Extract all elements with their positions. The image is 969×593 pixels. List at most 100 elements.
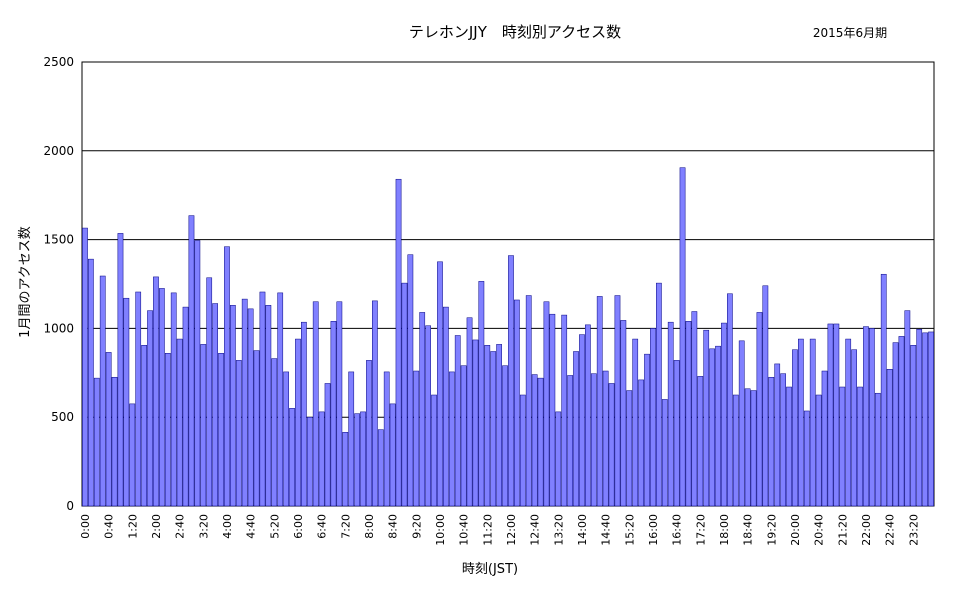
x-tick-label: 17:20 (694, 514, 707, 546)
bar (478, 281, 485, 507)
bar (484, 345, 491, 507)
bar (153, 276, 159, 507)
bar (283, 371, 289, 507)
y-tick-label: 0 (66, 499, 74, 513)
x-tick-label: 1:20 (126, 514, 139, 539)
bar (715, 345, 721, 507)
bar (389, 403, 396, 507)
bar (922, 332, 928, 507)
bar (431, 394, 437, 507)
x-tick-label: 5:20 (268, 514, 281, 539)
bar (395, 178, 402, 507)
x-tick-label: 9:20 (410, 514, 423, 539)
bar (549, 313, 556, 507)
x-tick-label: 2:00 (150, 514, 163, 539)
bar (170, 292, 177, 507)
bar (437, 261, 443, 507)
bar (910, 345, 917, 507)
bar (194, 240, 201, 507)
y-tick-label: 1000 (43, 321, 74, 335)
bar (727, 293, 733, 507)
y-tick-label: 2500 (43, 55, 74, 69)
bar (709, 348, 715, 507)
bar (330, 321, 337, 507)
bar (732, 394, 739, 507)
bar (833, 323, 840, 507)
bar (738, 340, 745, 507)
bar (259, 291, 266, 507)
bar (561, 314, 568, 507)
x-tick-label: 6:40 (316, 514, 329, 539)
x-tick-label: 16:00 (647, 514, 660, 546)
bar (650, 328, 656, 507)
bar (803, 410, 810, 507)
bar (857, 386, 863, 507)
bar (206, 277, 213, 507)
x-tick-label: 13:20 (552, 514, 565, 546)
bar (845, 338, 852, 507)
bar (644, 353, 650, 507)
bar (324, 383, 331, 507)
bar (413, 370, 420, 507)
bar (780, 373, 786, 507)
bar (869, 328, 875, 507)
bar (472, 339, 479, 507)
bar (360, 411, 366, 507)
bar (762, 285, 769, 507)
x-tick-label: 11:20 (481, 514, 494, 546)
x-axis-ticks: 0:00 0:40 1:20 2:00 2:40 3:20 4:00 4:40 5:20 6:00… (79, 514, 920, 546)
bar (750, 390, 757, 507)
bar (863, 326, 869, 507)
x-tick-label: 22:40 (884, 514, 897, 546)
x-tick-label: 20:00 (789, 514, 802, 546)
x-tick-label: 15:20 (623, 514, 636, 546)
x-tick-label: 3:20 (197, 514, 210, 539)
bar (667, 321, 674, 507)
bar (928, 331, 934, 507)
bar (916, 329, 923, 507)
bar (661, 399, 668, 507)
bar (809, 338, 816, 507)
bar (253, 350, 260, 507)
bar (798, 338, 804, 507)
bar (537, 377, 544, 507)
x-tick-label: 7:20 (339, 514, 352, 539)
y-axis-label: 1月間のアクセス数 (18, 226, 33, 338)
bar (164, 353, 171, 507)
bar (886, 369, 893, 507)
bar (147, 310, 153, 507)
bar (744, 388, 751, 507)
bar (596, 296, 603, 507)
bar (88, 258, 94, 507)
bar (585, 324, 591, 507)
bar (490, 351, 497, 507)
bar (839, 386, 846, 507)
bar (425, 325, 431, 507)
plot-area (81, 61, 935, 507)
bar (218, 353, 224, 507)
bar (679, 167, 686, 507)
bar (306, 416, 313, 507)
bar (496, 344, 502, 507)
bar (247, 308, 254, 507)
x-tick-label: 6:00 (292, 514, 305, 539)
x-tick-label: 22:00 (860, 514, 873, 546)
bar (448, 371, 455, 507)
x-axis-label: 時刻(JST) (462, 562, 518, 577)
bar (774, 363, 781, 507)
x-tick-label: 4:00 (221, 514, 234, 539)
bar (460, 365, 467, 507)
bar (590, 373, 597, 507)
gridlines (82, 150, 934, 418)
x-tick-label: 19:20 (765, 514, 778, 546)
bar (531, 374, 538, 507)
bar (608, 383, 615, 507)
x-tick-label: 0:00 (79, 514, 92, 539)
y-tick-label: 1500 (43, 233, 74, 247)
bar (200, 344, 207, 507)
bar (377, 429, 384, 507)
bar (354, 413, 360, 507)
x-tick-label: 12:00 (505, 514, 518, 546)
bar (188, 215, 195, 507)
bar (82, 227, 88, 507)
